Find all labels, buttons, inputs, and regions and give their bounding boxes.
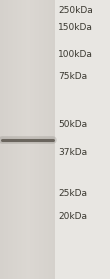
Text: 100kDa: 100kDa	[58, 50, 93, 59]
Bar	[55, 0, 110, 279]
Text: 37kDa: 37kDa	[58, 148, 87, 157]
Text: 250kDa: 250kDa	[58, 6, 93, 15]
Text: 20kDa: 20kDa	[58, 212, 87, 221]
Text: 25kDa: 25kDa	[58, 189, 87, 198]
Text: 75kDa: 75kDa	[58, 72, 87, 81]
Text: 150kDa: 150kDa	[58, 23, 93, 32]
Text: 50kDa: 50kDa	[58, 120, 87, 129]
